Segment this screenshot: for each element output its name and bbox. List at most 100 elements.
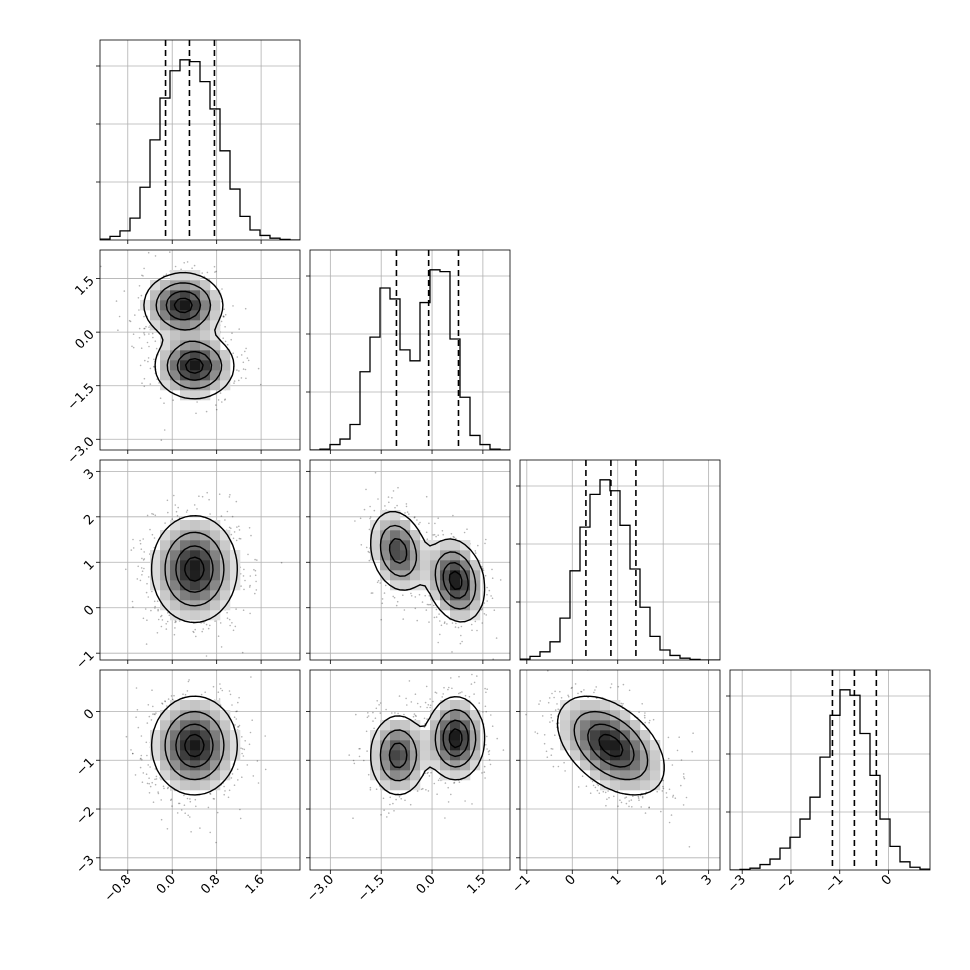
- scatter-point: [373, 727, 375, 730]
- scatter-point: [483, 613, 486, 615]
- scatter-point: [384, 505, 386, 507]
- scatter-point: [662, 785, 664, 788]
- scatter-point: [359, 747, 361, 750]
- density-cell: [590, 700, 601, 711]
- grid: [520, 670, 720, 870]
- density-cell: [210, 750, 221, 761]
- scatter-point: [164, 700, 166, 702]
- scatter-point: [194, 798, 197, 801]
- density-cell: [470, 720, 481, 731]
- scatter-point: [244, 350, 246, 353]
- scatter-point: [550, 747, 553, 750]
- scatter-point: [232, 629, 235, 632]
- contour-level-2: [175, 545, 214, 593]
- scatter-point: [478, 702, 481, 704]
- density-cell: [190, 350, 201, 361]
- scatter-point: [246, 764, 249, 766]
- density-cell: [200, 570, 211, 581]
- density-cell: [190, 760, 201, 771]
- density-cell: [400, 580, 411, 591]
- scatter-point: [433, 616, 436, 619]
- scatter-point: [692, 732, 694, 734]
- scatter-point: [394, 506, 396, 509]
- density-cell: [150, 570, 161, 581]
- y-tick-label-var2-0: −1: [73, 648, 97, 672]
- scatter-point: [460, 625, 463, 628]
- density-cell: [450, 610, 461, 621]
- panel-r3-c3: [726, 669, 931, 871]
- scatter-point: [178, 620, 181, 622]
- density-cell: [620, 740, 631, 751]
- scatter-point: [435, 692, 438, 694]
- scatter-point: [220, 646, 223, 648]
- contour-level-2: [388, 719, 469, 769]
- scatter-point: [471, 673, 473, 676]
- density-cell: [210, 560, 221, 571]
- density-cell: [170, 340, 181, 351]
- scatter-point: [153, 713, 156, 715]
- density-cell: [590, 770, 601, 781]
- scatter-point: [228, 496, 231, 498]
- scatter-point: [169, 251, 171, 253]
- density-cell: [410, 750, 421, 761]
- density-cell: [380, 760, 391, 771]
- scatter-point: [135, 687, 138, 689]
- scatter-point: [245, 347, 247, 350]
- scatter-point: [453, 781, 456, 784]
- scatter-point: [236, 768, 239, 771]
- density-cell: [200, 730, 211, 741]
- density-cell: [180, 280, 191, 291]
- x-tick-label-var3-2: −1: [822, 872, 846, 896]
- scatter-point: [231, 515, 234, 518]
- density-cell: [170, 730, 181, 741]
- scatter-point: [226, 510, 229, 513]
- density-cell: [440, 730, 451, 741]
- scatter-point: [471, 629, 473, 632]
- scatter-point: [144, 359, 146, 362]
- scatter-point: [226, 343, 229, 346]
- density-cell: [180, 290, 191, 301]
- scatter-point: [354, 520, 356, 522]
- scatter-point: [145, 325, 147, 328]
- scatter-point: [443, 622, 446, 624]
- density-cell: [460, 550, 471, 561]
- scatter-point: [648, 807, 650, 809]
- density-cell: [190, 770, 201, 781]
- density-cell: [190, 300, 201, 311]
- density-cell: [180, 730, 191, 741]
- scatter-point: [425, 789, 427, 791]
- contour-level-0: [370, 510, 486, 623]
- scatter-point: [367, 773, 370, 776]
- contours: [150, 515, 238, 624]
- contour-level-2: [587, 723, 635, 768]
- scatter-point: [557, 708, 559, 710]
- density-cell: [190, 520, 201, 531]
- density-cell: [600, 740, 611, 751]
- scatter-point: [625, 802, 628, 805]
- scatter-point: [457, 626, 460, 629]
- density-cell: [440, 710, 451, 721]
- scatter-point: [151, 512, 153, 515]
- density-cell: [200, 320, 211, 331]
- scatter-point: [423, 717, 426, 720]
- scatter-point: [481, 772, 483, 774]
- scatter-point: [570, 687, 573, 689]
- density-cell: [390, 540, 401, 551]
- scatter-point: [502, 749, 505, 751]
- scatter-point: [161, 703, 164, 705]
- x-tick-label-var1-3: 1.5: [464, 872, 489, 897]
- scatter-point: [208, 498, 210, 501]
- scatter-point: [682, 776, 685, 778]
- scatter-point: [132, 606, 134, 608]
- scatter-point: [146, 341, 149, 344]
- scatter-point: [152, 713, 154, 715]
- scatter-point: [370, 592, 373, 594]
- density-cell: [180, 520, 191, 531]
- scatter-point: [551, 692, 553, 695]
- density-cell: [630, 760, 641, 771]
- scatter-point: [425, 685, 428, 688]
- scatter-point: [382, 797, 385, 800]
- contour-level-0: [150, 515, 238, 624]
- scatter-point: [404, 512, 406, 514]
- scatter-point: [493, 609, 496, 611]
